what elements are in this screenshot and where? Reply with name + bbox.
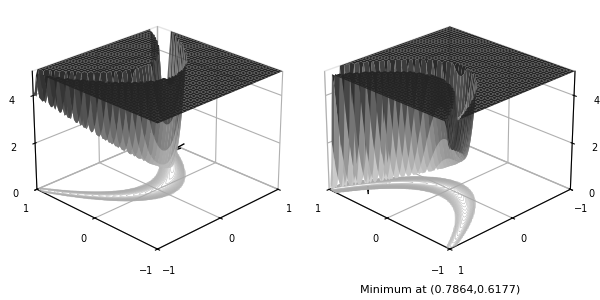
Text: Minimum at (0.7864,0.6177): Minimum at (0.7864,0.6177) — [360, 284, 520, 294]
